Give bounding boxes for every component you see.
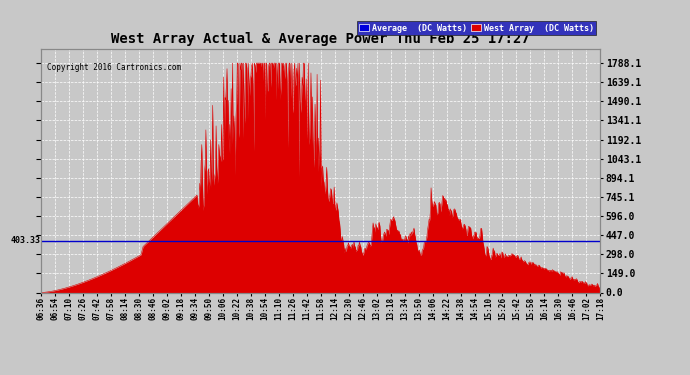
Title: West Array Actual & Average Power Thu Feb 25 17:27: West Array Actual & Average Power Thu Fe… [112, 32, 530, 46]
Text: 403.33: 403.33 [10, 236, 40, 245]
Text: Copyright 2016 Cartronics.com: Copyright 2016 Cartronics.com [47, 63, 181, 72]
Legend: Average  (DC Watts), West Array  (DC Watts): Average (DC Watts), West Array (DC Watts… [357, 21, 596, 35]
